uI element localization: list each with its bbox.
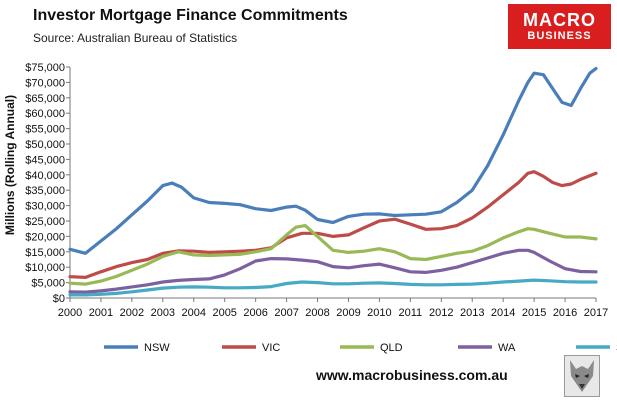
y-tick-label: $50,000 [25,139,65,151]
x-tick-label: 2014 [491,307,515,319]
page-title: Investor Mortgage Finance Commitments [33,7,348,24]
series-line-qld [68,224,598,286]
x-tick-label: 2003 [151,307,175,319]
y-tick-label: $55,000 [25,124,65,136]
y-tick-label: $5,000 [31,278,65,290]
y-tick-label: $40,000 [25,170,65,182]
x-tick-label: 2016 [553,307,577,319]
legend-label-vic: VIC [262,342,280,354]
x-tick-label: 2011 [399,307,423,319]
x-tick-label: 2001 [89,307,113,319]
y-tick-label: $30,000 [25,201,65,213]
macrobusiness-logo[interactable]: MACRO BUSINESS [508,4,611,49]
logo-line-1: MACRO [523,9,596,30]
y-tick-label: $0 [53,293,65,305]
y-tick-label: $35,000 [25,185,65,197]
series-line-sa [68,278,598,297]
logo-line-2: BUSINESS [527,29,592,42]
legend-label-qld: QLD [380,342,403,354]
x-tick-label: 2002 [120,307,144,319]
series-line-vic [68,170,598,279]
y-tick-label: $75,000 [25,62,65,74]
x-tick-label: 2004 [182,307,206,319]
x-tick-label: 2013 [460,307,484,319]
wolf-icon-graphic [570,360,594,392]
y-tick-label: $20,000 [25,231,65,243]
y-tick-label: $10,000 [25,262,65,274]
y-tick-label: $25,000 [25,216,65,228]
x-tick-label: 2010 [367,307,391,319]
y-tick-label: $60,000 [25,108,65,120]
website-url[interactable]: www.macrobusiness.com.au [316,367,508,383]
x-tick-label: 2006 [243,307,267,319]
series-line-nsw [68,66,598,255]
y-tick-label: $45,000 [25,154,65,166]
y-tick-label: $65,000 [25,93,65,105]
plot-area: $0 $5,000 $10,000 $15,000 $20,000 $25,000 $30,… [25,62,617,354]
y-tick-label: $15,000 [25,247,65,259]
x-tick-label: 2000 [58,307,82,319]
wolf-icon [564,355,600,397]
y-axis-label: Millions (Rolling Annual) [3,95,17,235]
x-tick-label: 2017 [584,307,608,319]
chart-subtitle: Source: Australian Bureau of Statistics [33,31,238,45]
x-tick-label: 2007 [274,307,298,319]
legend-label-nsw: NSW [144,342,170,354]
y-tick-label: $70,000 [25,77,65,89]
x-tick-label: 2009 [336,307,360,319]
x-tick-label: 2015 [522,307,546,319]
legend-label-wa: WA [498,342,516,354]
x-tick-label: 2012 [429,307,453,319]
x-tick-label: 2008 [305,307,329,319]
series-line-wa [68,248,598,294]
x-tick-label: 2005 [212,307,236,319]
